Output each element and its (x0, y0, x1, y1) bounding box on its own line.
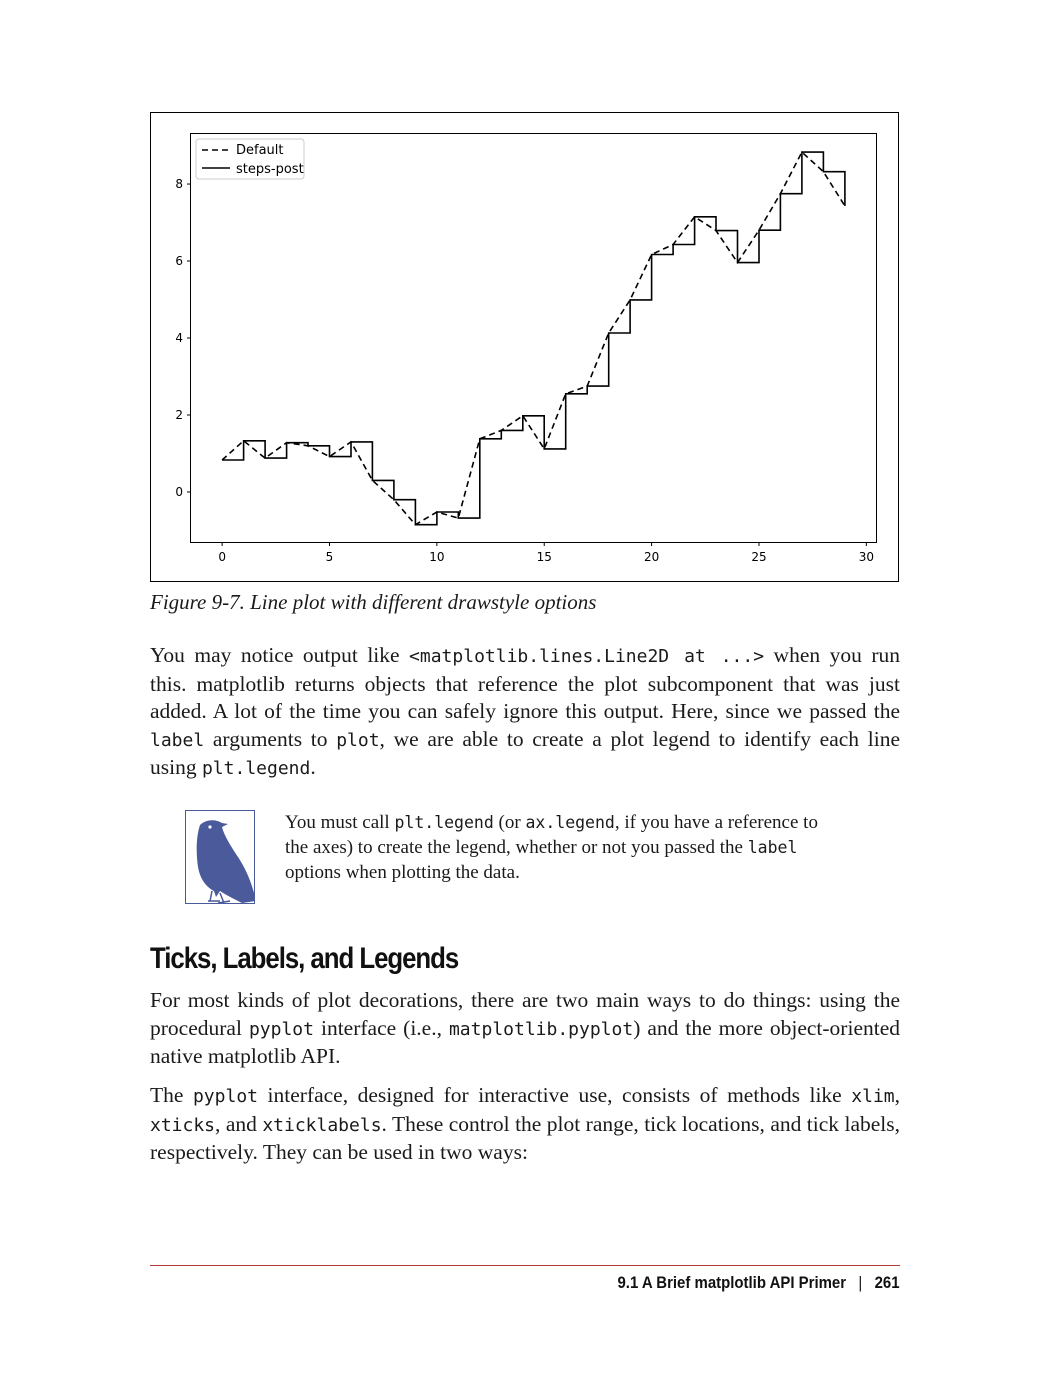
legend-label-default: Default (236, 143, 284, 158)
text-run: , (894, 1083, 900, 1107)
series-line-steps-post (222, 151, 846, 526)
body-paragraph: You may notice output like <matplotlib.l… (150, 642, 900, 783)
text-run: interface, designed for interactive use,… (258, 1083, 852, 1107)
text-run: . (310, 755, 316, 779)
code-inline: xticks (150, 1114, 216, 1136)
code-inline: label (747, 838, 798, 857)
legend-box (195, 138, 305, 180)
text-run: You may notice output like (150, 643, 410, 667)
x-tick-label: 15 (537, 550, 552, 564)
footer-section-title: 9.1 A Brief matplotlib API Primer (617, 1273, 847, 1292)
code-inline: plt.legend (201, 758, 311, 779)
plot-area (190, 133, 877, 543)
text-run: when you run this. matplotlib returns ob… (150, 643, 901, 723)
line-chart: 0 5 10 15 20 25 30 0 2 4 6 8 Default steps-post (175, 133, 877, 564)
x-axis: 0 5 10 15 20 25 30 (218, 542, 874, 564)
figure-caption: Figure 9-7. Line plot with different dra… (150, 590, 597, 614)
page-number: 261 (875, 1273, 900, 1292)
running-footer: 9.1 A Brief matplotlib API Primer | 261 (618, 1270, 900, 1296)
footer-rule (150, 1265, 900, 1266)
body-paragraph: For most kinds of plot decorations, ther… (150, 987, 900, 1071)
y-axis: 0 2 4 6 8 (175, 177, 191, 499)
code-inline: ax.legend (525, 813, 615, 832)
code-inline: <matplotlib.lines.Line2D at ...> (409, 646, 765, 667)
crow-icon (185, 810, 256, 904)
text-run: You must call (285, 812, 395, 833)
text-run: , we are able to create a plot legend to… (150, 726, 900, 780)
x-tick-label: 5 (326, 550, 334, 564)
code-inline: pyplot (248, 1018, 314, 1040)
note-text: You must call plt.legend (or ax.legend, … (285, 810, 845, 885)
y-tick-label: 0 (175, 485, 183, 499)
y-tick-label: 8 (175, 177, 183, 191)
series-line-default (221, 150, 846, 526)
text-run: , and (215, 1111, 263, 1136)
code-inline: plot (336, 729, 380, 751)
text-run: (or (493, 812, 526, 833)
text-run: arguments to (204, 726, 337, 751)
code-inline: plt.legend (394, 813, 494, 832)
code-inline: label (150, 729, 205, 751)
text-run: , if you have a reference to the axes) t… (285, 812, 818, 858)
y-tick-label: 6 (175, 254, 183, 268)
text-run: The (150, 1083, 193, 1107)
text-run: options when plotting the data. (285, 862, 520, 883)
text-run: interface (i.e., (313, 1015, 449, 1040)
legend: Default steps-post (195, 138, 305, 180)
code-inline: xlim (851, 1086, 895, 1107)
footer-separator: | (858, 1273, 863, 1292)
section-heading: Ticks, Labels, and Legends (150, 942, 459, 975)
x-tick-label: 0 (218, 550, 226, 564)
y-tick-label: 2 (175, 408, 183, 422)
legend-label-steps-post: steps-post (236, 162, 304, 177)
text-run: For most kinds of plot decorations, ther… (150, 988, 900, 1040)
figure-frame: 0 5 10 15 20 25 30 0 2 4 6 8 Default steps-post (150, 112, 899, 582)
text-run: . These control the plot range, tick loc… (150, 1111, 900, 1165)
x-tick-label: 20 (644, 550, 659, 564)
body-paragraph: The pyplot interface, designed for inter… (150, 1082, 900, 1167)
code-inline: pyplot (192, 1086, 258, 1107)
code-inline: matplotlib.pyplot (448, 1018, 634, 1040)
y-tick-label: 4 (175, 331, 183, 345)
code-inline: xticklabels (262, 1114, 382, 1136)
x-tick-label: 10 (429, 550, 444, 564)
x-tick-label: 30 (859, 550, 874, 564)
text-run: ) and the more object-oriented native ma… (150, 1015, 900, 1069)
x-tick-label: 25 (751, 550, 766, 564)
